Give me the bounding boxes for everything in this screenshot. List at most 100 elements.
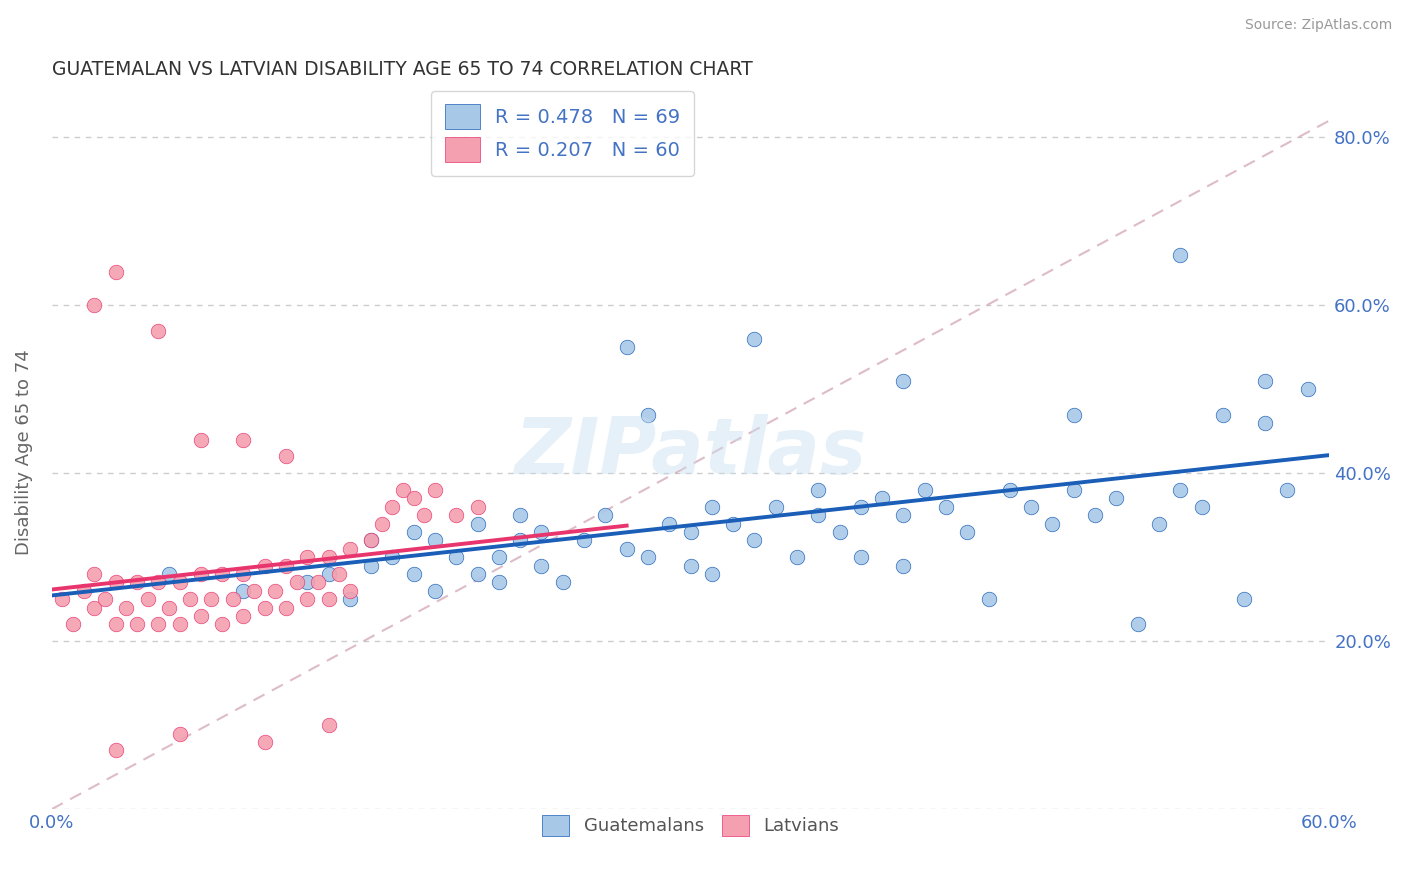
Point	[807, 483, 830, 497]
Point	[679, 524, 702, 539]
Point	[83, 600, 105, 615]
Point	[1233, 592, 1256, 607]
Legend: Guatemalans, Latvians: Guatemalans, Latvians	[534, 807, 846, 843]
Point	[179, 592, 201, 607]
Point	[1084, 508, 1107, 523]
Point	[914, 483, 936, 497]
Point	[169, 575, 191, 590]
Point	[765, 500, 787, 514]
Point	[700, 567, 723, 582]
Point	[392, 483, 415, 497]
Point	[148, 575, 170, 590]
Point	[935, 500, 957, 514]
Point	[744, 533, 766, 548]
Point	[169, 617, 191, 632]
Point	[1063, 483, 1085, 497]
Point	[381, 550, 404, 565]
Point	[956, 524, 979, 539]
Point	[551, 575, 574, 590]
Point	[1254, 416, 1277, 430]
Point	[297, 575, 319, 590]
Point	[467, 567, 489, 582]
Point	[488, 575, 510, 590]
Point	[104, 617, 127, 632]
Point	[211, 617, 233, 632]
Point	[786, 550, 808, 565]
Point	[297, 550, 319, 565]
Point	[73, 583, 96, 598]
Point	[1168, 483, 1191, 497]
Point	[104, 265, 127, 279]
Text: GUATEMALAN VS LATVIAN DISABILITY AGE 65 TO 74 CORRELATION CHART: GUATEMALAN VS LATVIAN DISABILITY AGE 65 …	[52, 60, 752, 78]
Point	[807, 508, 830, 523]
Point	[274, 558, 297, 573]
Point	[157, 600, 180, 615]
Point	[402, 491, 425, 506]
Point	[467, 516, 489, 531]
Point	[190, 609, 212, 624]
Point	[893, 374, 915, 388]
Point	[232, 609, 254, 624]
Point	[169, 726, 191, 740]
Point	[998, 483, 1021, 497]
Point	[402, 567, 425, 582]
Point	[616, 340, 638, 354]
Point	[232, 583, 254, 598]
Point	[360, 533, 382, 548]
Point	[572, 533, 595, 548]
Point	[318, 718, 340, 732]
Point	[1105, 491, 1128, 506]
Text: ZIPatlas: ZIPatlas	[515, 414, 866, 491]
Point	[157, 567, 180, 582]
Point	[700, 500, 723, 514]
Point	[637, 408, 659, 422]
Point	[509, 508, 531, 523]
Point	[104, 743, 127, 757]
Point	[413, 508, 436, 523]
Point	[828, 524, 851, 539]
Point	[893, 558, 915, 573]
Point	[232, 567, 254, 582]
Point	[211, 567, 233, 582]
Point	[616, 541, 638, 556]
Y-axis label: Disability Age 65 to 74: Disability Age 65 to 74	[15, 350, 32, 555]
Point	[285, 575, 308, 590]
Point	[232, 433, 254, 447]
Point	[1063, 408, 1085, 422]
Point	[446, 508, 468, 523]
Point	[467, 500, 489, 514]
Point	[222, 592, 245, 607]
Point	[402, 524, 425, 539]
Point	[83, 567, 105, 582]
Point	[318, 550, 340, 565]
Point	[1254, 374, 1277, 388]
Point	[339, 583, 361, 598]
Point	[253, 600, 276, 615]
Point	[1147, 516, 1170, 531]
Point	[136, 592, 159, 607]
Point	[679, 558, 702, 573]
Point	[62, 617, 84, 632]
Point	[1191, 500, 1213, 514]
Point	[1042, 516, 1064, 531]
Point	[530, 558, 553, 573]
Point	[1275, 483, 1298, 497]
Point	[509, 533, 531, 548]
Point	[744, 332, 766, 346]
Point	[318, 567, 340, 582]
Point	[1019, 500, 1042, 514]
Point	[870, 491, 893, 506]
Point	[318, 592, 340, 607]
Point	[423, 533, 446, 548]
Point	[381, 500, 404, 514]
Point	[148, 324, 170, 338]
Point	[297, 592, 319, 607]
Point	[339, 541, 361, 556]
Point	[446, 550, 468, 565]
Point	[721, 516, 744, 531]
Point	[243, 583, 266, 598]
Point	[1212, 408, 1234, 422]
Point	[104, 575, 127, 590]
Point	[530, 524, 553, 539]
Point	[360, 558, 382, 573]
